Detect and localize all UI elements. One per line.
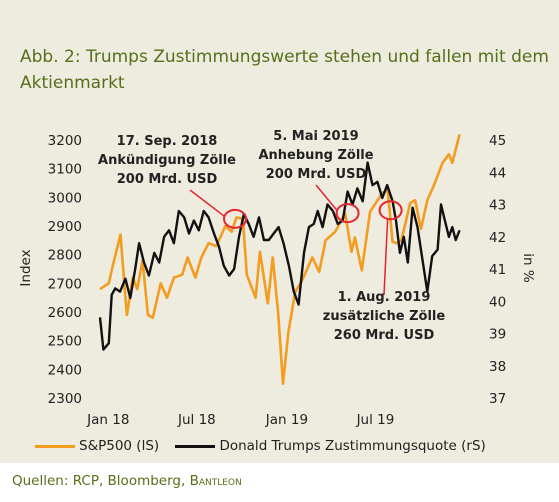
left-tick-label: 3200 [48, 133, 82, 149]
legend-item-approval: Donald Trumps Zustimmungsquote (rS) [175, 438, 486, 454]
annotation-text: Anhebung Zölle [258, 148, 373, 163]
right-tick-label: 38 [489, 359, 506, 375]
legend-label-sp500: S&P500 (lS) [79, 438, 160, 454]
chart-title: Abb. 2: Trumps Zustimmungswerte stehen u… [20, 47, 549, 93]
source-brand: Bantleon [189, 473, 242, 489]
x-tick-label: Jul 18 [177, 412, 216, 428]
right-tick-label: 44 [489, 165, 506, 181]
annotation-2: 5. Mai 2019 Anhebung Zölle 200 Mrd. USD [258, 129, 374, 224]
left-tick-label: 2700 [48, 276, 82, 292]
left-axis-ticks: 3200 3100 3000 2900 2800 2700 2600 2500 2400 2300 [48, 133, 82, 407]
left-tick-label: 3100 [48, 162, 82, 178]
x-tick-label: Jan 18 [86, 412, 129, 428]
annotation-connector [383, 219, 389, 296]
right-tick-label: 43 [489, 198, 506, 214]
right-tick-label: 39 [489, 327, 506, 343]
right-tick-label: 41 [489, 262, 506, 278]
annotation-text: 200 Mrd. USD [266, 167, 367, 182]
x-axis-ticks: Jan 18 Jul 18 Jan 19 Jul 19 [86, 412, 394, 428]
left-axis-label: Index [18, 249, 34, 286]
series-line-approval [98, 161, 461, 351]
annotation-text: 200 Mrd. USD [117, 172, 218, 187]
annotation-text: 260 Mrd. USD [334, 328, 435, 343]
series-layer [98, 133, 461, 385]
annotation-connector [189, 189, 226, 218]
legend-swatch-approval [175, 444, 216, 448]
right-tick-label: 37 [489, 391, 506, 407]
x-tick-label: Jul 19 [356, 412, 395, 428]
annotation-text: 5. Mai 2019 [273, 129, 358, 144]
annotation-circle [335, 203, 360, 224]
right-tick-label: 40 [489, 294, 506, 310]
legend-swatch-sp500 [35, 444, 75, 448]
annotation-text: 1. Aug. 2019 [338, 290, 431, 305]
source-note: Quellen: RCP, Bloomberg, Bantleon [12, 473, 242, 489]
left-tick-label: 2300 [48, 391, 82, 407]
left-tick-label: 2400 [48, 362, 82, 378]
legend-item-sp500: S&P500 (lS) [35, 438, 159, 454]
annotation-text: Ankündigung Zölle [98, 153, 236, 168]
left-tick-label: 3000 [48, 190, 82, 206]
series-line-sp500 [99, 133, 461, 385]
annotation-circle [223, 208, 248, 229]
right-axis-label: in % [520, 253, 536, 283]
annotation-text: zusätzliche Zölle [323, 309, 446, 324]
source-text: Quellen: RCP, Bloomberg, [12, 473, 190, 489]
annotation-text: 17. Sep. 2018 [117, 134, 218, 149]
annotation-3: 1. Aug. 2019 zusätzliche Zölle 260 Mrd. US… [323, 200, 446, 343]
line-chart: 3200 3100 3000 2900 2800 2700 2600 2500 2400 2300… [18, 129, 536, 428]
legend-label-approval: Donald Trumps Zustimmungsquote (rS) [219, 438, 486, 454]
left-tick-label: 2800 [48, 248, 82, 264]
legend: S&P500 (lS) Donald Trumps Zustimmungsquo… [35, 438, 498, 454]
annotation-1: 17. Sep. 2018 Ankündigung Zölle 200 Mrd. U… [98, 134, 248, 229]
left-tick-label: 2500 [48, 334, 82, 350]
right-tick-label: 42 [489, 230, 506, 246]
right-tick-label: 45 [489, 133, 506, 149]
annotation-connector [315, 184, 339, 212]
right-axis-ticks: 45 44 43 42 41 40 39 38 37 [489, 133, 506, 407]
left-tick-label: 2600 [48, 305, 82, 321]
annotation-layer: 17. Sep. 2018 Ankündigung Zölle 200 Mrd. U… [98, 129, 445, 343]
left-tick-label: 2900 [48, 219, 82, 235]
annotation-circle [378, 200, 403, 221]
x-tick-label: Jan 19 [265, 412, 308, 428]
